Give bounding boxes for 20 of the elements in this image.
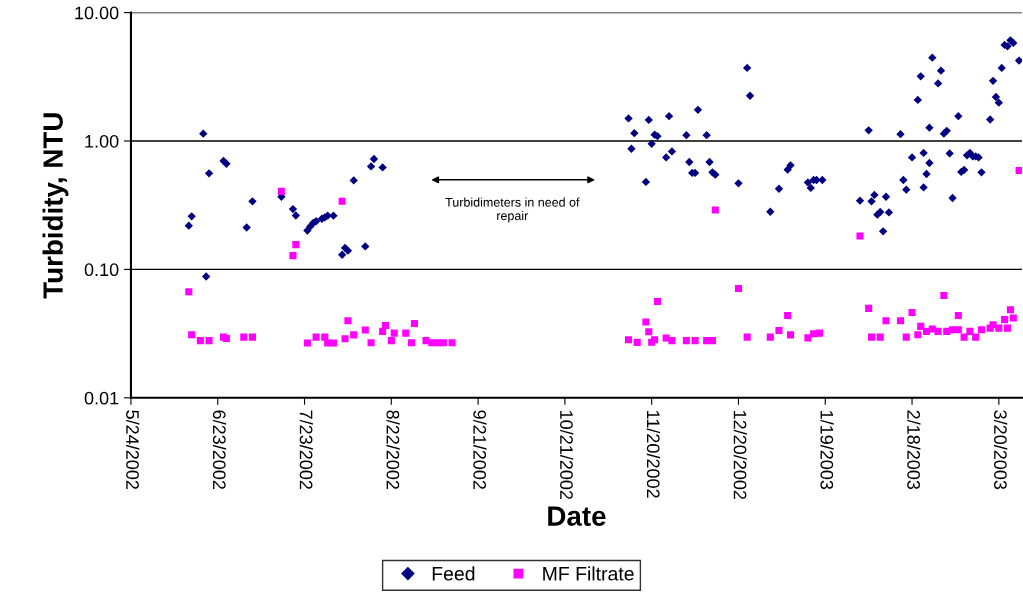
y-tick-label: 0.01 [84, 391, 119, 405]
x-axis-title: Date [548, 506, 606, 526]
x-tick-label: 7/23/2002 [299, 410, 313, 490]
x-tick-label: 12/20/2002 [733, 410, 747, 500]
y-axis-title: Turbidity, NTU [42, 113, 69, 299]
legend-label: Feed [432, 566, 475, 581]
x-tick-label: 1/19/2003 [820, 410, 834, 490]
x-tick-label: 8/22/2002 [386, 410, 400, 490]
x-tick-label: 10/21/2002 [560, 410, 574, 500]
x-tick-label: 9/21/2002 [473, 410, 487, 490]
annotation: Turbidimeters in need of repair [445, 197, 580, 223]
x-tick-label: 11/20/2002 [646, 410, 661, 498]
x-tick-label: 2/18/2003 [907, 410, 921, 490]
y-tick-label: 10.00 [75, 6, 119, 20]
x-tick-label: 6/23/2002 [212, 410, 227, 490]
y-tick-label: 0.10 [84, 263, 119, 277]
y-tick-label: 1.00 [85, 134, 119, 148]
x-tick-label: 5/24/2002 [126, 410, 140, 490]
x-tick-label: 3/20/2003 [993, 410, 1008, 490]
legend-label: MF Filtrate [543, 566, 634, 581]
